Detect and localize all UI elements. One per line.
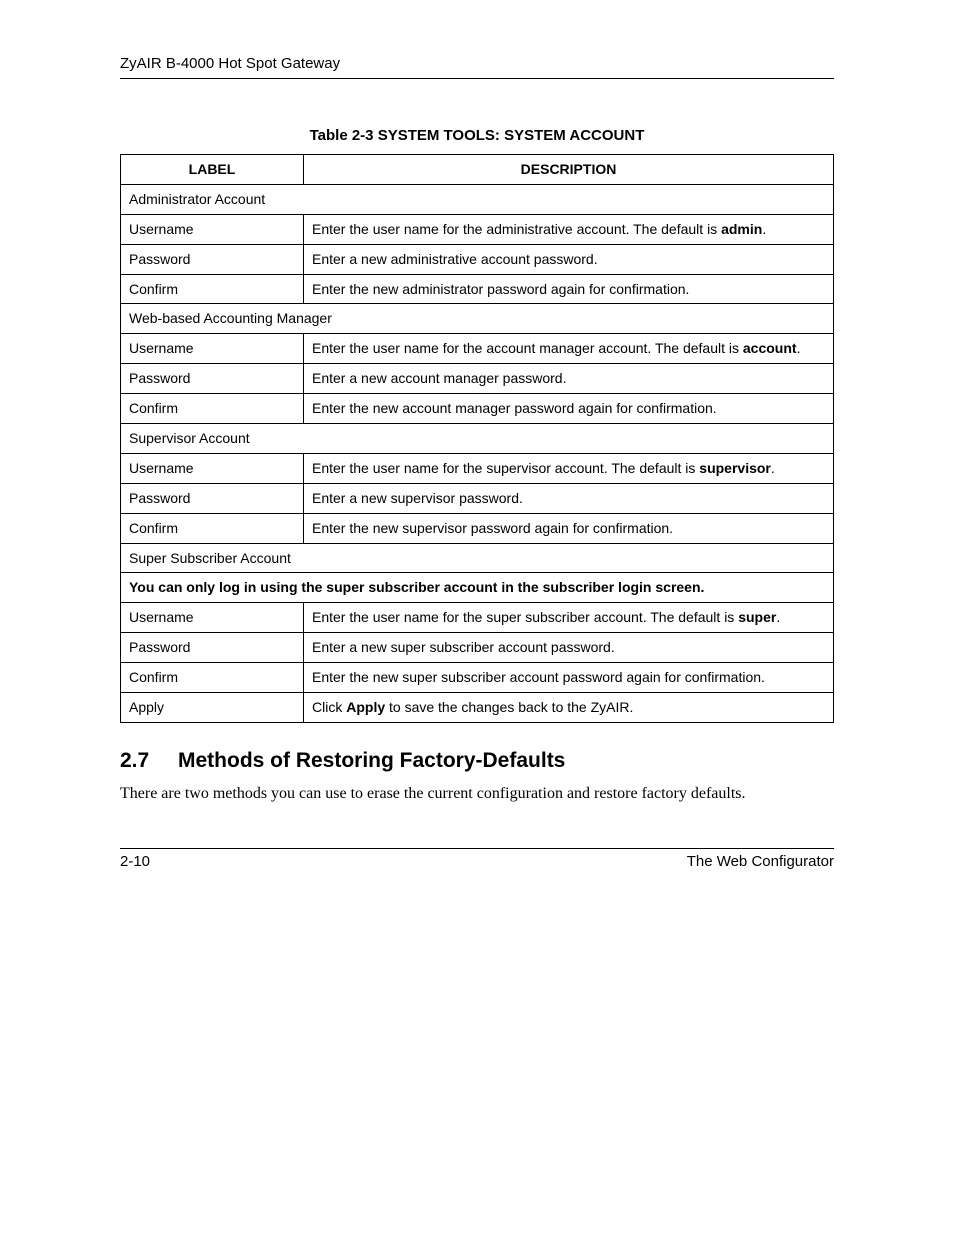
label-cell: Username <box>121 334 304 364</box>
section-span-cell: Web-based Accounting Manager <box>121 304 834 334</box>
col-label: LABEL <box>121 155 304 185</box>
bold-term: admin <box>721 221 762 237</box>
description-cell: Enter the new supervisor password again … <box>304 513 834 543</box>
footer-page-number: 2-10 <box>120 853 150 870</box>
table-row: PasswordEnter a new administrative accou… <box>121 244 834 274</box>
section-heading: 2.7 Methods of Restoring Factory-Default… <box>120 749 834 773</box>
table-row: You can only log in using the super subs… <box>121 573 834 603</box>
description-cell: Enter a new account manager password. <box>304 364 834 394</box>
section-span-cell: Super Subscriber Account <box>121 543 834 573</box>
section-span-cell: Administrator Account <box>121 184 834 214</box>
table-row: ApplyClick Apply to save the changes bac… <box>121 693 834 723</box>
bold-term: account <box>743 340 797 356</box>
bold-term: Apply <box>346 699 385 715</box>
label-cell: Confirm <box>121 394 304 424</box>
description-cell: Enter a new administrative account passw… <box>304 244 834 274</box>
table-row: UsernameEnter the user name for the supe… <box>121 453 834 483</box>
label-cell: Username <box>121 453 304 483</box>
description-cell: Enter the user name for the supervisor a… <box>304 453 834 483</box>
table-header-row: LABEL DESCRIPTION <box>121 155 834 185</box>
description-cell: Enter a new supervisor password. <box>304 483 834 513</box>
table-row: ConfirmEnter the new administrator passw… <box>121 274 834 304</box>
label-cell: Confirm <box>121 513 304 543</box>
description-cell: Enter a new super subscriber account pas… <box>304 633 834 663</box>
footer-section-name: The Web Configurator <box>687 853 834 870</box>
page: ZyAIR B-4000 Hot Spot Gateway Table 2-3 … <box>0 0 954 1235</box>
bold-term: super <box>738 609 776 625</box>
label-cell: Confirm <box>121 274 304 304</box>
note-cell: You can only log in using the super subs… <box>121 573 834 603</box>
label-cell: Username <box>121 603 304 633</box>
col-description: DESCRIPTION <box>304 155 834 185</box>
label-cell: Password <box>121 364 304 394</box>
description-cell: Click Apply to save the changes back to … <box>304 693 834 723</box>
header-title: ZyAIR B-4000 Hot Spot Gateway <box>120 55 340 72</box>
table-row: PasswordEnter a new account manager pass… <box>121 364 834 394</box>
table-row: UsernameEnter the user name for the admi… <box>121 214 834 244</box>
description-cell: Enter the user name for the administrati… <box>304 214 834 244</box>
description-cell: Enter the new account manager password a… <box>304 394 834 424</box>
page-footer: 2-10 The Web Configurator <box>120 848 834 870</box>
table-row: ConfirmEnter the new supervisor password… <box>121 513 834 543</box>
bold-term: supervisor <box>699 460 771 476</box>
label-cell: Password <box>121 244 304 274</box>
label-cell: Password <box>121 633 304 663</box>
system-account-table: LABEL DESCRIPTION Administrator AccountU… <box>120 154 834 723</box>
table-row: PasswordEnter a new supervisor password. <box>121 483 834 513</box>
table-row: PasswordEnter a new super subscriber acc… <box>121 633 834 663</box>
table-row: UsernameEnter the user name for the supe… <box>121 603 834 633</box>
table-row: Administrator Account <box>121 184 834 214</box>
description-cell: Enter the user name for the account mana… <box>304 334 834 364</box>
section-title: Methods of Restoring Factory-Defaults <box>178 749 565 773</box>
label-cell: Apply <box>121 693 304 723</box>
section-body: There are two methods you can use to era… <box>120 783 834 805</box>
table-row: ConfirmEnter the new super subscriber ac… <box>121 663 834 693</box>
description-cell: Enter the user name for the super subscr… <box>304 603 834 633</box>
section-span-cell: Supervisor Account <box>121 424 834 454</box>
table-row: Supervisor Account <box>121 424 834 454</box>
label-cell: Username <box>121 214 304 244</box>
label-cell: Confirm <box>121 663 304 693</box>
label-cell: Password <box>121 483 304 513</box>
table-caption: Table 2-3 SYSTEM TOOLS: SYSTEM ACCOUNT <box>120 127 834 144</box>
table-row: Super Subscriber Account <box>121 543 834 573</box>
section-number: 2.7 <box>120 749 178 773</box>
table-row: ConfirmEnter the new account manager pas… <box>121 394 834 424</box>
table-row: UsernameEnter the user name for the acco… <box>121 334 834 364</box>
table-row: Web-based Accounting Manager <box>121 304 834 334</box>
page-header: ZyAIR B-4000 Hot Spot Gateway <box>120 55 834 79</box>
description-cell: Enter the new administrator password aga… <box>304 274 834 304</box>
description-cell: Enter the new super subscriber account p… <box>304 663 834 693</box>
